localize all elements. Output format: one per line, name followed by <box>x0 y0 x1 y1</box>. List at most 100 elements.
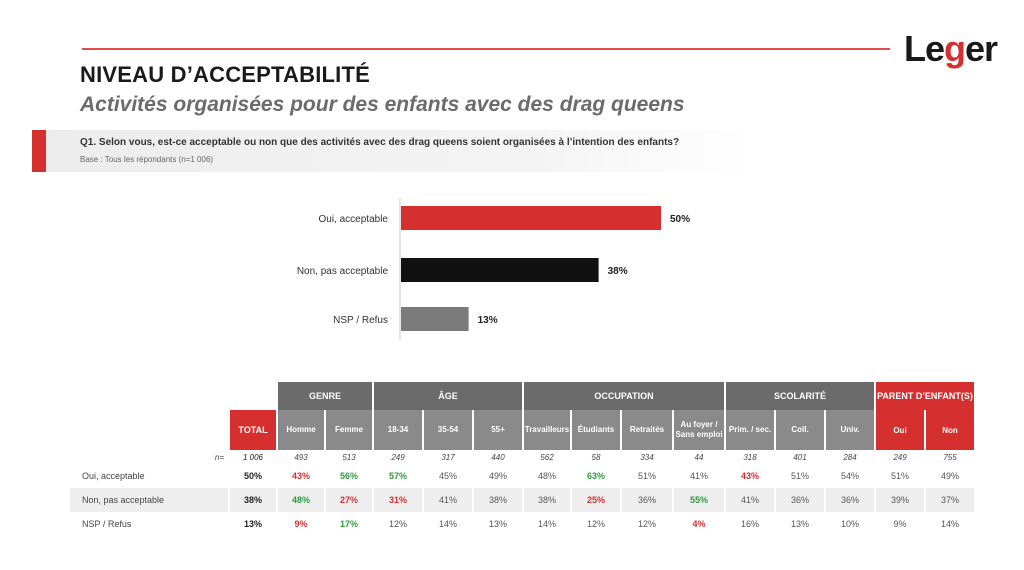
table-cell: 37% <box>926 488 974 512</box>
table-cell: 9% <box>893 519 907 529</box>
col-header: Retraités <box>622 410 672 450</box>
row-label: NSP / Refus <box>82 519 132 529</box>
table-cell: 63% <box>586 471 605 481</box>
table-cell: 4% <box>692 519 706 529</box>
table-cell: 31% <box>374 488 422 512</box>
table-cell: 45% <box>438 471 457 481</box>
n-cell: 44 <box>694 452 704 462</box>
table-cell: 48% <box>537 471 556 481</box>
question-base: Base : Tous les répondants (n=1 006) <box>80 155 214 164</box>
crosstab-table: GENRE ÂGE OCCUPATION SCOLARITÉ PARENT D’… <box>68 382 976 536</box>
table-cell: 36% <box>826 488 874 512</box>
n-cell: 334 <box>640 452 654 462</box>
table-cell: 36% <box>776 488 824 512</box>
col-header: 55+ <box>474 410 522 450</box>
table-cell: 41% <box>424 488 472 512</box>
n-cell: 317 <box>441 452 455 462</box>
table-cell: 27% <box>326 488 372 512</box>
group-header-scolarite: SCOLARITÉ <box>726 382 874 410</box>
col-header: Univ. <box>826 410 874 450</box>
table-cell: 43% <box>291 471 310 481</box>
table-cell: 14% <box>940 519 959 529</box>
n-cell: 562 <box>540 452 554 462</box>
n-cell: 284 <box>843 452 857 462</box>
group-header-parent: PARENT D’ENFANT(S) <box>876 382 974 410</box>
col-header: Étudiants <box>572 410 620 450</box>
n-cell: 249 <box>893 452 907 462</box>
table-cell: 51% <box>637 471 656 481</box>
results-bar-chart: Oui, acceptable 50% Non, pas acceptable 38%… <box>297 198 690 340</box>
bar <box>401 258 599 282</box>
col-header: Travailleurs <box>524 410 570 450</box>
n-cell: 513 <box>342 452 356 462</box>
table-cell: 49% <box>940 471 959 481</box>
table-row: Oui, acceptable 50% 43% 56% 57% 45% 49% 48% 63%… <box>70 464 974 488</box>
table-cell: 55% <box>674 488 724 512</box>
col-header: Homme <box>278 410 324 450</box>
n-cell: 58 <box>591 452 601 462</box>
table-cell: 12% <box>586 519 605 529</box>
col-header: Coll. <box>776 410 824 450</box>
n-cell: 755 <box>943 452 957 462</box>
col-header: Femme <box>326 410 372 450</box>
row-label: Non, pas acceptable <box>70 488 228 512</box>
col-header: Non <box>926 410 974 450</box>
header-rule <box>82 48 890 50</box>
group-header-occupation: OCCUPATION <box>524 382 724 410</box>
group-header-age: ÂGE <box>374 382 522 410</box>
table-cell: 12% <box>637 519 656 529</box>
table-cell: 57% <box>388 471 407 481</box>
total-cell: 38% <box>230 488 276 512</box>
n-cell: 318 <box>743 452 757 462</box>
n-cell: 249 <box>391 452 405 462</box>
table-cell: 12% <box>388 519 407 529</box>
bar-value-label: 38% <box>608 266 628 277</box>
table-cell: 25% <box>572 488 620 512</box>
col-header: Oui <box>876 410 924 450</box>
n-cell: 401 <box>793 452 807 462</box>
table-cell: 16% <box>740 519 759 529</box>
col-header: Au foyer / Sans emploi <box>674 410 724 450</box>
table-cell: 56% <box>339 471 358 481</box>
table-cell: 10% <box>840 519 859 529</box>
bar-category-label: NSP / Refus <box>333 315 388 326</box>
leger-logo: Leger <box>904 28 998 69</box>
table-cell: 9% <box>294 519 308 529</box>
total-cell: 13% <box>243 519 262 529</box>
table-cell: 14% <box>537 519 556 529</box>
question-accent-bar <box>32 130 46 172</box>
table-cell: 17% <box>339 519 358 529</box>
table-cell: 14% <box>438 519 457 529</box>
col-header: 35-54 <box>424 410 472 450</box>
page-title: NIVEAU D’ACCEPTABILITÉ <box>80 62 371 87</box>
table-cell: 43% <box>740 471 759 481</box>
table-cell: 13% <box>488 519 507 529</box>
bar <box>401 307 469 331</box>
table-cell: 54% <box>840 471 859 481</box>
total-cell: 50% <box>243 471 262 481</box>
col-header: 18-34 <box>374 410 422 450</box>
bar-category-label: Oui, acceptable <box>319 214 389 225</box>
table-row: Non, pas acceptable 38% 48% 27% 31% 41% 38% 38… <box>70 488 974 512</box>
group-header-genre: GENRE <box>278 382 372 410</box>
n-cell: 440 <box>491 452 505 462</box>
col-header: Prim. / sec. <box>726 410 774 450</box>
n-label: n= <box>214 452 224 462</box>
table-cell: 38% <box>524 488 570 512</box>
bar-value-label: 50% <box>670 214 690 225</box>
bar-category-label: Non, pas acceptable <box>297 266 389 277</box>
question-text: Q1. Selon vous, est-ce acceptable ou non… <box>80 137 680 148</box>
table-row: NSP / Refus 13% 9% 17% 12% 14% 13% 14% 12% 12% 4%… <box>70 512 974 536</box>
n-cell: 493 <box>294 452 308 462</box>
table-cell: 51% <box>890 471 909 481</box>
total-n-cell: 1 006 <box>242 452 264 462</box>
table-cell: 39% <box>876 488 924 512</box>
table-cell: 13% <box>790 519 809 529</box>
table-cell: 49% <box>488 471 507 481</box>
sample-size-row: n= 1 006 493 513 249 317 440 562 58 334 44 318 401 2… <box>70 450 974 464</box>
total-header: TOTAL <box>230 410 276 450</box>
table-cell: 38% <box>474 488 522 512</box>
table-cell: 36% <box>622 488 672 512</box>
page-subtitle: Activités organisées pour des enfants av… <box>80 93 685 116</box>
bar-value-label: 13% <box>478 315 498 326</box>
